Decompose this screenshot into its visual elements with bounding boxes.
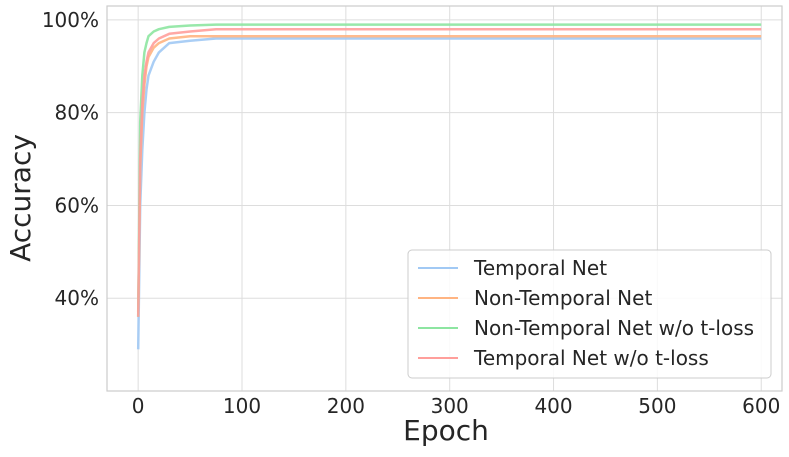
x-tick-label: 200 [327,394,365,418]
series-lines [136,23,762,350]
grid-lines [107,6,782,391]
x-tick-label: 500 [638,394,676,418]
y-tick-labels: 40% 60% 80% 100% [42,8,99,310]
x-tick-label: 600 [742,394,780,418]
x-tick-labels: 0 100 200 300 400 500 600 [132,394,781,418]
plot-frame [106,5,783,392]
x-tick-label: 100 [223,394,261,418]
x-axis-title: Epoch [403,414,489,447]
x-tick-label: 300 [431,394,469,418]
x-tick-label: 0 [132,394,145,418]
legend-label: Non-Temporal Net w/o t-loss [474,316,754,340]
legend-box [407,249,772,379]
y-tick-label: 100% [42,8,99,32]
y-tick-label: 40% [55,286,99,310]
legend-label: Non-Temporal Net [474,286,652,310]
y-tick-label: 80% [55,101,99,125]
series-line [136,23,762,317]
legend: Temporal Net Non-Temporal Net Non-Temporal… [407,249,772,379]
series-line [136,37,762,350]
legend-label: Temporal Net [473,256,607,280]
y-axis-title: Accuracy [4,134,37,262]
y-tick-label: 60% [55,193,99,217]
series-line [136,27,762,317]
legend-label: Temporal Net w/o t-loss [473,346,709,370]
plot-border [106,5,783,392]
x-tick-label: 400 [534,394,572,418]
